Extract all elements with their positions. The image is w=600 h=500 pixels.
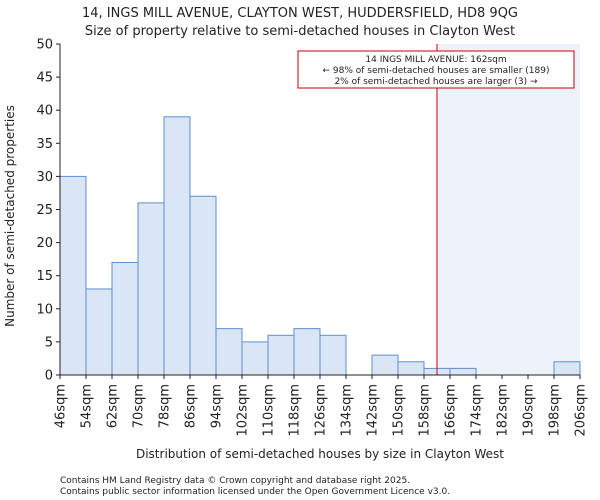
bar-126sqm [319,334,347,376]
plot-area: 14 INGS MILL AVENUE: 162sqm ← 98% of sem… [36,38,588,437]
y-tick-label: 10 [36,302,53,317]
x-tick-label: 54sqm [80,384,95,428]
x-tick-label: 190sqm [522,384,537,437]
y-tick-label: 35 [36,137,53,152]
x-tick-label: 118sqm [288,384,303,437]
y-tick-label: 30 [36,170,53,185]
bar-86sqm [189,195,217,376]
x-tick-label: 206sqm [574,384,589,437]
bar-70sqm [137,202,165,376]
y-tick-label: 5 [45,335,53,350]
x-tick-label: 62sqm [106,384,121,428]
y-axis-label: Number of semi-detached properties [3,105,17,327]
bar-142sqm [371,354,399,376]
y-tick-label: 50 [36,38,53,53]
footer-line-2: Contains public sector information licen… [60,487,450,497]
annotation-line-3: 2% of semi-detached houses are larger (3… [334,77,538,87]
bar-46sqm [59,175,87,376]
bar-198sqm [553,361,581,376]
x-tick-label: 94sqm [210,384,225,428]
bar-94sqm [215,328,243,376]
y-tick-label: 25 [36,203,53,218]
y-tick-label: 45 [36,71,53,86]
annotation-box [297,50,575,89]
bar-54sqm [85,288,113,376]
x-tick-label: 174sqm [470,384,485,437]
bar-118sqm [293,328,321,376]
chart-subtitle: Size of property relative to semi-detach… [85,24,515,39]
x-tick-label: 46sqm [54,384,69,428]
bar-62sqm [111,261,139,376]
y-tick-label: 15 [36,269,53,284]
x-tick-label: 158sqm [418,384,433,437]
footer-line-1: Contains HM Land Registry data © Crown c… [60,476,410,486]
bar-78sqm [163,116,191,376]
x-axis-label: Distribution of semi-detached houses by … [136,447,504,461]
bar-110sqm [267,334,295,376]
y-axis: 0 5 10 15 20 25 30 35 40 45 50 [36,38,61,384]
annotation-line-1: 14 INGS MILL AVENUE: 162sqm [365,55,506,65]
annotation-line-2: ← 98% of semi-detached houses are smalle… [323,66,550,76]
x-tick-label: 150sqm [392,384,407,437]
bar-150sqm [397,361,425,376]
x-tick-label: 142sqm [366,384,381,437]
y-tick-label: 0 [45,369,53,384]
x-axis: 46sqm 54sqm 62sqm 70sqm 78sqm 86sqm 94sqm 102sq… [54,374,589,437]
y-tick-label: 40 [36,104,53,119]
x-tick-label: 134sqm [340,384,355,437]
y-tick-label: 20 [36,236,53,251]
x-tick-label: 166sqm [444,384,459,437]
chart-title: 14, INGS MILL AVENUE, CLAYTON WEST, HUDD… [82,6,518,21]
x-tick-label: 70sqm [132,384,147,428]
x-tick-label: 182sqm [496,384,511,437]
bar-166sqm [449,367,477,376]
x-tick-label: 78sqm [158,384,173,428]
x-tick-label: 110sqm [262,384,277,437]
x-tick-label: 102sqm [236,384,251,437]
marker-annotation: 14 INGS MILL AVENUE: 162sqm ← 98% of sem… [297,50,575,89]
x-tick-label: 198sqm [548,384,563,437]
bars [59,116,581,376]
bar-102sqm [241,341,269,376]
x-tick-label: 126sqm [314,384,329,437]
highlight-region [437,44,580,375]
x-tick-label: 86sqm [184,384,199,428]
